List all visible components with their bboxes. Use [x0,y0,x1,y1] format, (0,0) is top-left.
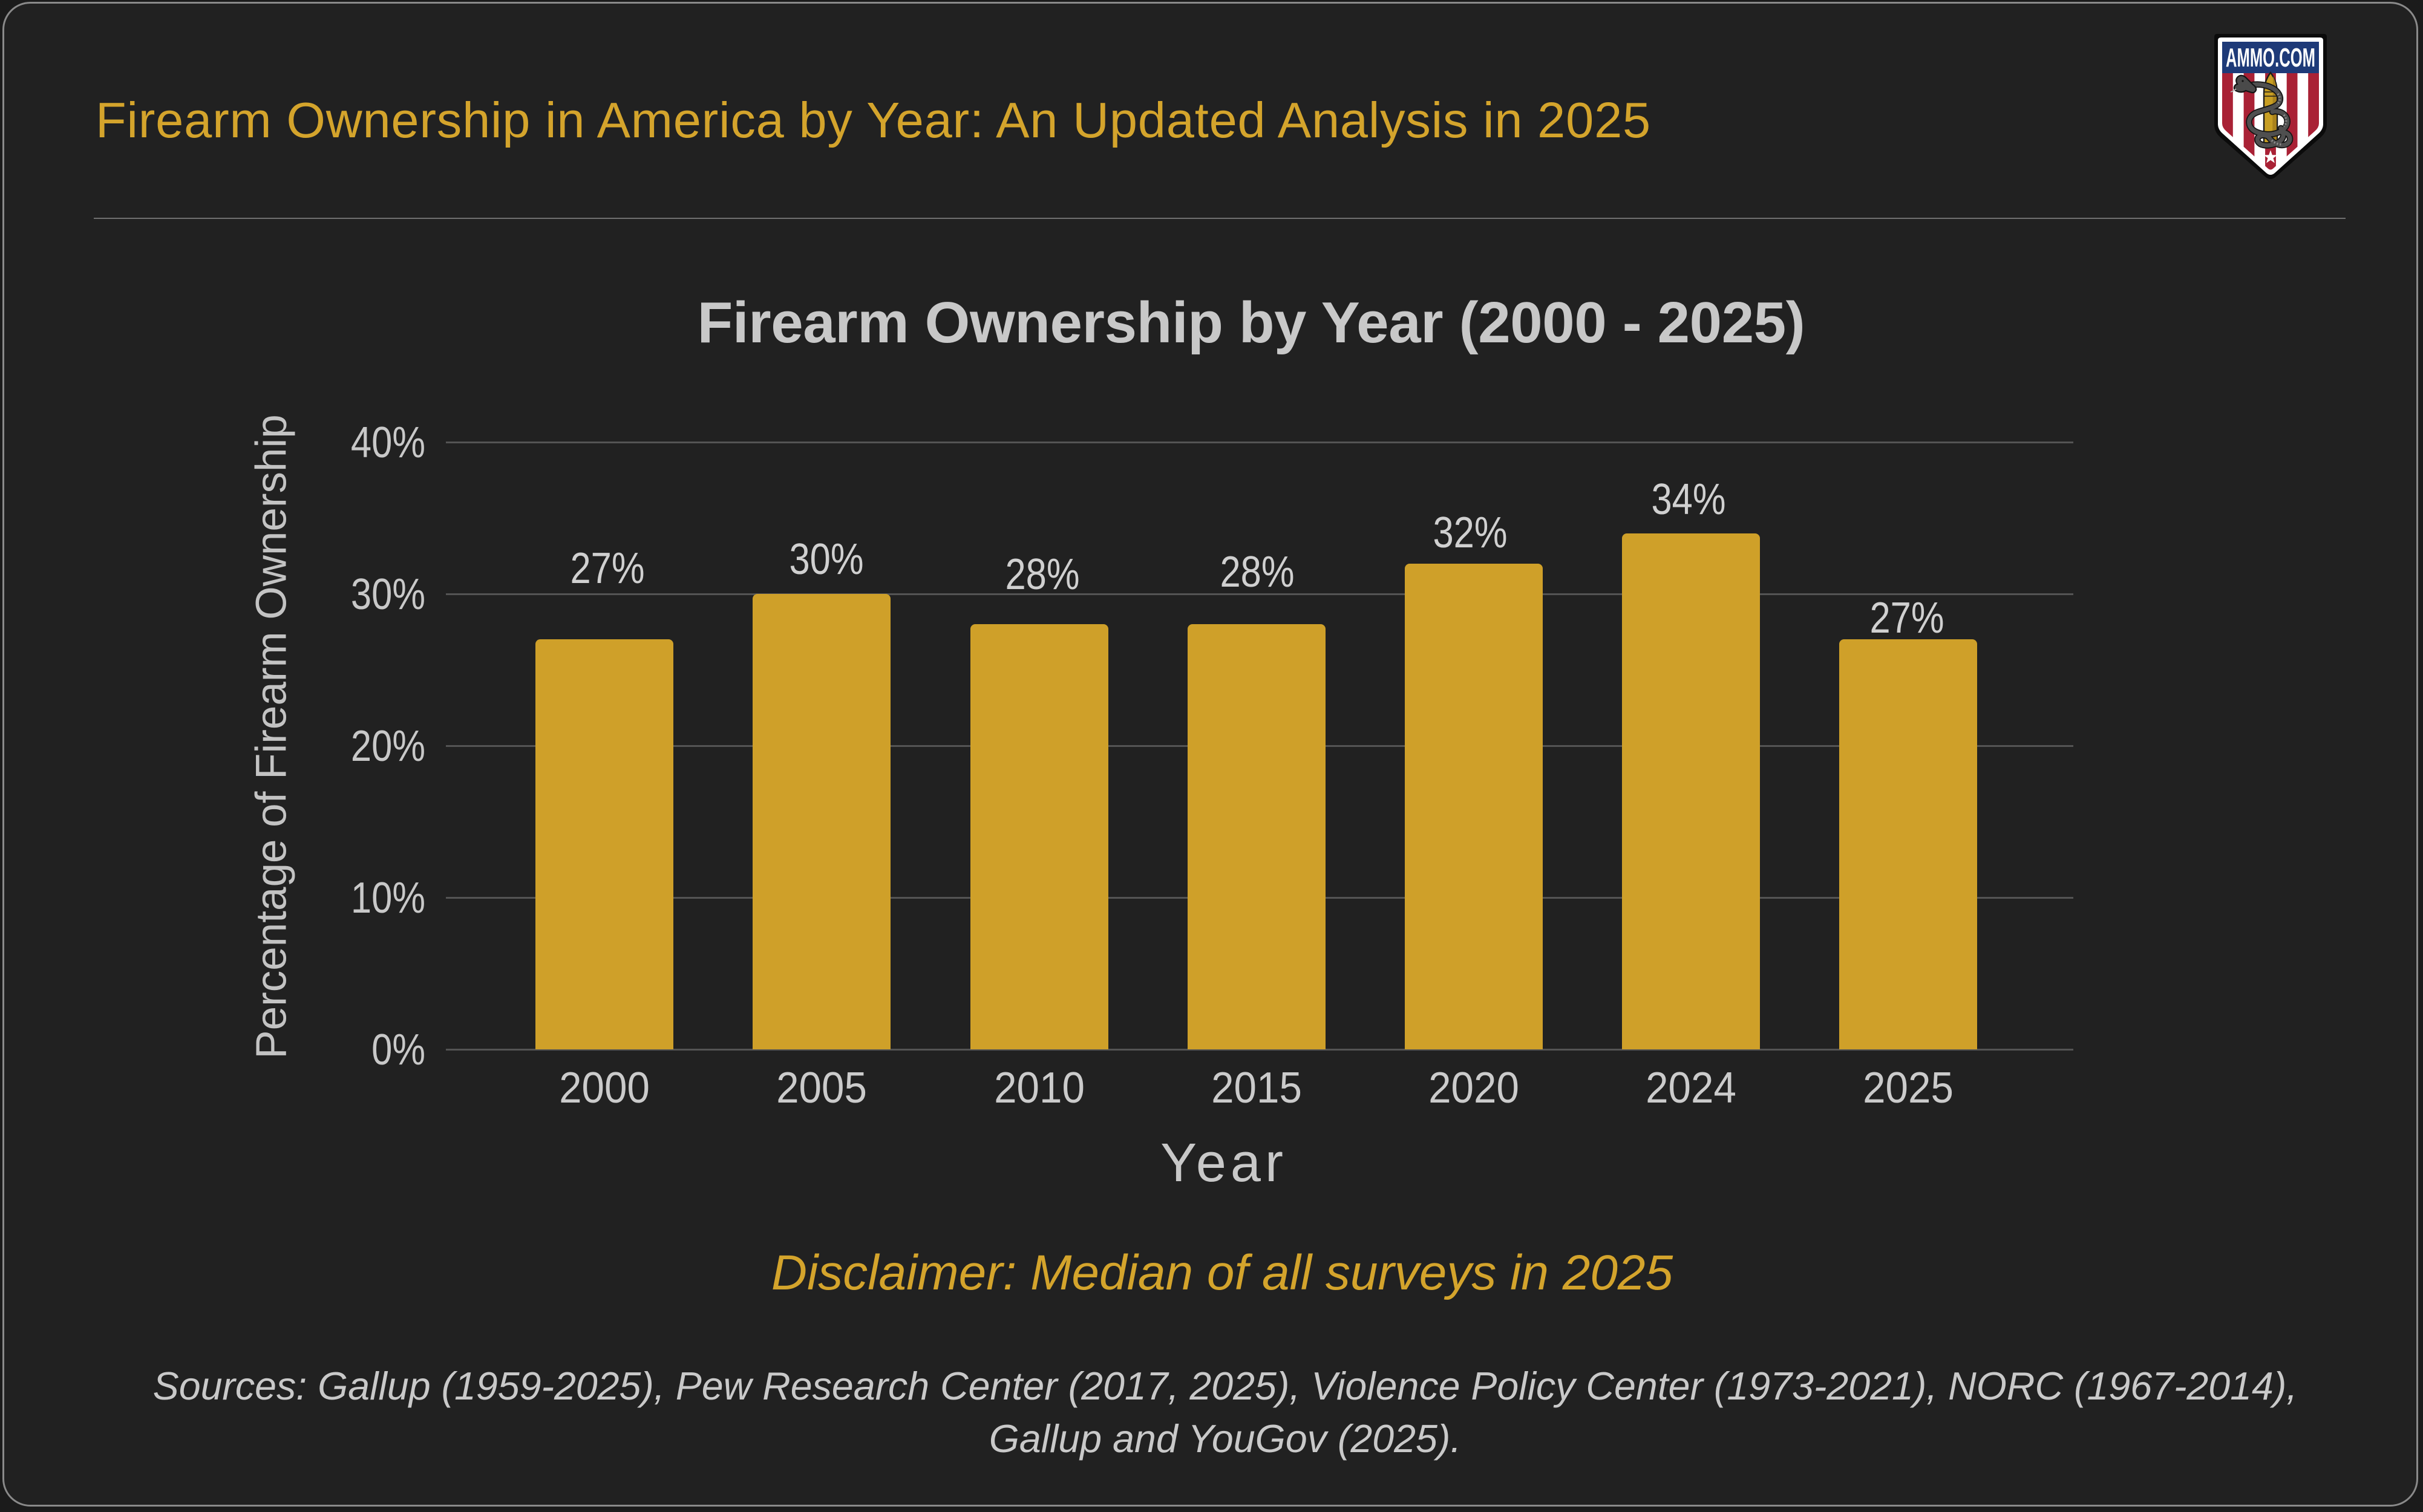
svg-text:AMMO.COM: AMMO.COM [2226,43,2315,73]
